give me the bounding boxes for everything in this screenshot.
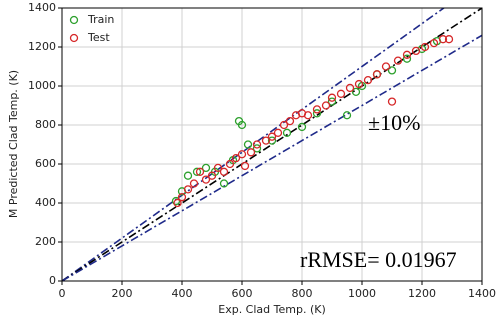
legend-label: Test [87,31,110,44]
y-tick-label: 200 [35,235,56,248]
y-tick-label: 0 [49,274,56,287]
y-tick-label: 600 [35,157,56,170]
data-point [183,171,193,180]
data-point [189,179,199,188]
x-tick-label: 1400 [468,287,496,300]
data-point [225,159,235,169]
data-point [312,105,322,114]
data-point [327,97,337,106]
data-point [429,38,439,48]
y-tick-label: 1200 [28,40,56,53]
data-point [201,163,211,173]
reference-line [62,8,482,281]
data-point [354,79,364,89]
data-point [381,62,391,71]
data-point [213,163,223,173]
data-point [336,89,346,98]
annotation: ±10% [368,110,420,135]
x-tick-label: 600 [232,287,253,300]
data-point [237,120,247,130]
data-point [171,196,181,206]
data-point [402,50,412,59]
x-tick-label: 200 [112,287,133,300]
data-point [351,87,361,96]
data-point [342,111,352,120]
legend-marker [69,33,79,43]
data-point [387,97,397,106]
data-point [267,136,277,145]
data-point [321,101,331,110]
reference-line [62,34,482,281]
data-point [240,161,250,171]
annotation: rRMSE= 0.01967 [300,247,457,272]
data-point [285,116,295,126]
x-axis-label: Exp. Clad Temp. (K) [218,303,326,316]
x-tick-label: 0 [59,287,66,300]
data-point [237,150,247,159]
data-point [177,192,187,202]
data-point [201,175,211,184]
data-point [402,54,412,63]
y-axis-label: M Predicted Clad Temp. (K) [7,70,20,218]
data-point [444,35,454,44]
data-point [438,35,448,44]
data-point [411,46,421,56]
data-point [267,132,277,141]
data-point [173,198,182,208]
data-point [372,70,382,79]
data-point [279,120,289,130]
data-point [252,144,262,153]
data-point [393,56,403,65]
data-point [183,185,193,194]
plot-frame [61,7,483,282]
data-point [420,42,430,52]
y-tick-label: 1000 [28,79,56,92]
data-point [231,153,241,163]
data-point [192,167,202,176]
x-tick-label: 800 [292,287,313,300]
y-tick-label: 800 [35,118,56,131]
data-point [243,140,253,149]
legend-label: Train [87,13,114,26]
data-point [219,167,229,176]
data-point [273,128,283,137]
data-point [297,122,307,132]
x-tick-label: 1000 [348,287,376,300]
data-point [327,93,337,102]
data-point [312,109,322,118]
data-point [219,179,229,188]
x-tick-label: 400 [172,287,193,300]
legend-marker [69,15,79,25]
reference-line [62,8,446,281]
y-tick-label: 1400 [28,1,56,14]
data-point [252,140,262,149]
data-point [282,128,292,137]
data-point [345,83,355,93]
data-point [363,76,373,85]
data-point [246,148,256,157]
data-point [195,167,205,176]
data-point [387,66,397,75]
x-tick-label: 1200 [408,287,436,300]
data-point [303,111,313,120]
data-point [207,171,217,180]
y-tick-label: 400 [35,196,56,209]
data-point [261,136,271,145]
